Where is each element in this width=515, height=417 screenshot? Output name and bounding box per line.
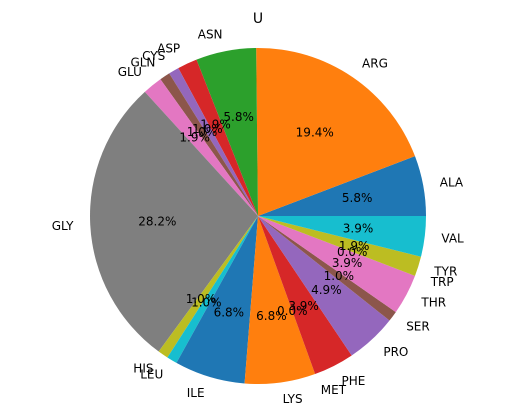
percent-label-val: 3.9% xyxy=(343,221,374,235)
pie-slice-glu xyxy=(144,79,258,216)
percent-label-phe: 3.9% xyxy=(288,299,319,313)
percent-label-glu: 1.9% xyxy=(179,131,210,145)
pie-slice-phe xyxy=(258,216,352,374)
percent-label-met: 0.0% xyxy=(277,304,308,318)
pie-slice-asn xyxy=(196,48,258,217)
pie-slice-val xyxy=(258,216,427,257)
percent-label-asn: 5.8% xyxy=(223,110,254,124)
category-label-his: HIS xyxy=(133,361,153,375)
pie-slice-leu xyxy=(167,216,258,363)
pie-slice-ser xyxy=(258,216,396,321)
percent-label-trp: 0.0% xyxy=(337,245,368,259)
category-label-gly: GLY xyxy=(52,219,74,233)
percent-label-gln: 1.0% xyxy=(187,125,218,139)
pie-slice-his xyxy=(158,216,258,358)
percent-label-ser: 1.0% xyxy=(324,269,355,283)
category-label-pro: PRO xyxy=(383,345,408,359)
pie-slice-ile xyxy=(176,216,258,384)
pie-slice-lys xyxy=(244,216,316,384)
category-label-phe: PHE xyxy=(342,374,366,388)
category-label-asp: ASP xyxy=(157,41,180,55)
percent-label-asp: 1.9% xyxy=(200,118,231,132)
percent-label-thr: 3.9% xyxy=(332,256,363,270)
category-label-ala: ALA xyxy=(440,176,464,190)
category-label-trp: TRP xyxy=(430,275,454,289)
percent-label-pro: 4.9% xyxy=(311,283,342,297)
percent-label-ile: 6.8% xyxy=(214,305,245,319)
category-label-leu: LEU xyxy=(140,368,163,382)
category-label-cys: CYS xyxy=(142,49,165,63)
pie-slice-pro xyxy=(258,216,390,356)
category-label-thr: THR xyxy=(420,295,446,309)
category-label-val: VAL xyxy=(441,232,464,246)
pie-slice-gly xyxy=(90,91,258,352)
pie-slice-asp xyxy=(178,59,258,216)
percent-labels: 5.8%19.4%5.8%1.9%1.0%1.0%1.9%28.2%1.0%1.… xyxy=(138,110,373,323)
category-label-met: MET xyxy=(321,383,347,397)
category-label-gln: GLN xyxy=(130,55,155,69)
percent-label-lys: 6.8% xyxy=(256,309,287,323)
percent-label-gly: 28.2% xyxy=(138,214,176,228)
pie-slice-tyr xyxy=(258,216,421,276)
percent-label-tyr: 1.9% xyxy=(339,239,370,253)
pie-slice-ala xyxy=(258,156,427,216)
pie-slices xyxy=(90,47,427,384)
chart-title: U xyxy=(253,11,263,27)
category-label-glu: GLU xyxy=(118,65,142,79)
percent-label-leu: 1.0% xyxy=(191,296,222,310)
pie-slice-gln xyxy=(160,73,258,216)
category-label-lys: LYS xyxy=(283,392,303,406)
pie-slice-arg xyxy=(256,47,415,216)
category-label-ile: ILE xyxy=(187,386,205,400)
category-label-asn: ASN xyxy=(198,28,223,42)
category-label-tyr: TYR xyxy=(433,264,457,278)
pie-slice-cys xyxy=(169,68,258,216)
percent-label-arg: 19.4% xyxy=(296,126,334,140)
pie-slice-thr xyxy=(258,216,415,313)
category-label-ser: SER xyxy=(406,319,430,333)
percent-label-cys: 1.0% xyxy=(192,122,223,136)
percent-label-ala: 5.8% xyxy=(342,191,373,205)
category-label-arg: ARG xyxy=(362,56,388,70)
percent-label-his: 1.0% xyxy=(186,292,217,306)
